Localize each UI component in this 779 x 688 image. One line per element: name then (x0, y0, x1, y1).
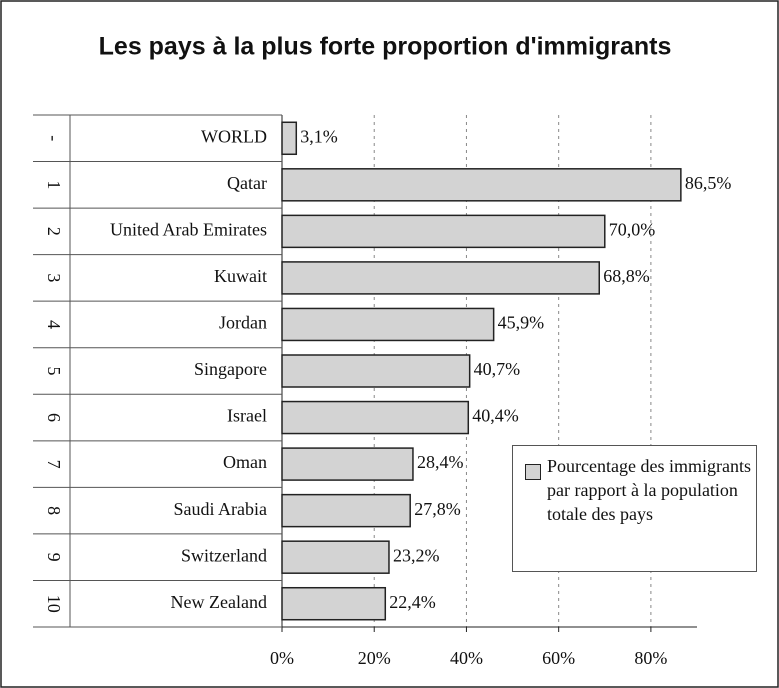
data-label: 40,7% (474, 359, 521, 379)
bar (281, 447, 414, 481)
x-tick-label: 60% (542, 648, 575, 668)
bar (281, 168, 682, 202)
bar (281, 261, 600, 295)
bar (281, 400, 470, 435)
rank-label: - (44, 135, 64, 141)
rank-label: 7 (44, 460, 64, 469)
legend: Pourcentage des immigrants par rapport à… (512, 445, 757, 572)
y-tick-label: Jordan (219, 313, 267, 333)
x-tick-label: 40% (450, 648, 483, 668)
legend-label: Pourcentage des immigrants par rapport à… (547, 456, 751, 524)
rank-label: 2 (44, 227, 64, 236)
bar (281, 586, 387, 621)
bar (281, 121, 298, 156)
x-tick-label: 80% (634, 648, 667, 668)
data-label: 27,8% (414, 499, 461, 519)
bar (281, 354, 471, 388)
x-tick-label: 0% (270, 648, 294, 668)
rank-label: 10 (44, 595, 64, 613)
rank-label: 4 (44, 320, 64, 329)
bar (281, 540, 390, 574)
bar (281, 214, 606, 249)
y-tick-label: WORLD (201, 126, 267, 146)
data-label: 3,1% (300, 126, 338, 146)
data-label: 40,4% (472, 406, 519, 426)
data-label: 68,8% (603, 266, 650, 286)
rank-label: 9 (44, 553, 64, 562)
y-tick-label: Oman (223, 452, 267, 472)
y-tick-label: Singapore (194, 359, 267, 379)
rank-label: 1 (44, 180, 64, 189)
chart-title: Les pays à la plus forte proportion d'im… (99, 33, 672, 61)
data-label: 22,4% (389, 592, 436, 612)
rank-label: 5 (44, 367, 64, 376)
data-label: 28,4% (417, 452, 464, 472)
y-tick-label: Qatar (227, 173, 267, 193)
rank-label: 6 (44, 413, 64, 422)
legend-swatch (525, 464, 541, 480)
rank-label: 3 (44, 273, 64, 282)
y-tick-label: Switzerland (181, 545, 267, 565)
y-tick-label: Kuwait (214, 266, 267, 286)
data-label: 45,9% (498, 313, 545, 333)
bar (281, 307, 495, 342)
data-label: 86,5% (685, 173, 732, 193)
x-tick-label: 20% (358, 648, 391, 668)
y-tick-label: United Arab Emirates (110, 219, 267, 239)
data-label: 23,2% (393, 545, 440, 565)
rank-label: 8 (44, 506, 64, 515)
y-tick-label: Israel (227, 406, 267, 426)
data-label: 70,0% (609, 219, 656, 239)
bar (281, 493, 411, 528)
y-tick-label: New Zealand (171, 592, 267, 612)
y-tick-label: Saudi Arabia (174, 499, 267, 519)
